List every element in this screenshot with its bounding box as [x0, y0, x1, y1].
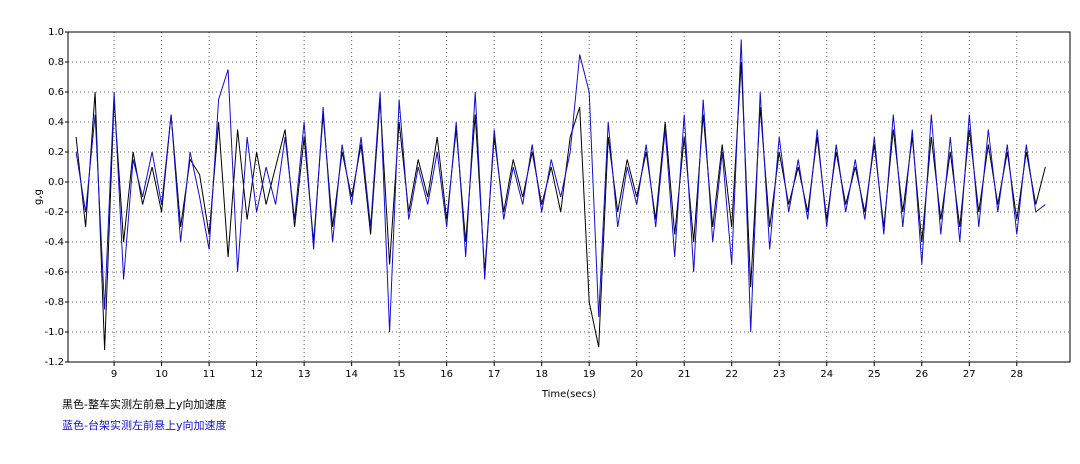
x-tick-label: 18: [535, 369, 548, 380]
x-tick-label: 23: [773, 369, 786, 380]
y-tick-label: -1.2: [44, 357, 64, 368]
legend-entry: 黑色-整车实测左前悬上y向加速度: [62, 397, 226, 411]
x-tick-label: 27: [963, 369, 976, 380]
y-tick-label: -0.8: [44, 297, 64, 308]
y-tick-label: 0.4: [48, 117, 64, 128]
x-tick-label: 15: [393, 369, 406, 380]
x-tick-label: 22: [725, 369, 738, 380]
y-tick-label: 0.2: [48, 147, 64, 158]
plot-frame: [67, 31, 1071, 363]
x-tick-label: 21: [678, 369, 691, 380]
x-tick-label: 28: [1010, 369, 1023, 380]
x-tick-label: 25: [868, 369, 881, 380]
x-tick-label: 10: [155, 369, 168, 380]
x-tick-label: 20: [630, 369, 643, 380]
legend-entry: 蓝色-台架实测左前悬上y向加速度: [62, 418, 226, 432]
x-tick-label: 13: [298, 369, 311, 380]
x-axis-label: Time(secs): [541, 389, 596, 400]
y-tick-label: 0.8: [48, 57, 64, 68]
y-tick-label: -0.6: [44, 267, 64, 278]
y-tick-label: -0.2: [44, 207, 64, 218]
x-tick-label: 16: [440, 369, 453, 380]
y-axis-label: g,g: [33, 189, 44, 205]
x-tick-label: 17: [488, 369, 501, 380]
y-tick-label: -1.0: [44, 327, 64, 338]
y-tick-label: 1.0: [48, 27, 64, 38]
y-tick-label: 0.0: [48, 177, 64, 188]
x-tick-label: 24: [820, 369, 833, 380]
x-tick-label: 12: [250, 369, 263, 380]
x-tick-label: 19: [583, 369, 596, 380]
x-tick-label: 26: [915, 369, 928, 380]
x-tick-label: 11: [203, 369, 216, 380]
x-tick-label: 9: [111, 369, 117, 380]
data-line: [75, 61, 1046, 351]
x-tick-label: 14: [345, 369, 358, 380]
data-line: [75, 39, 1046, 333]
y-tick-label: 0.6: [48, 87, 64, 98]
y-tick-label: -0.4: [44, 237, 64, 248]
